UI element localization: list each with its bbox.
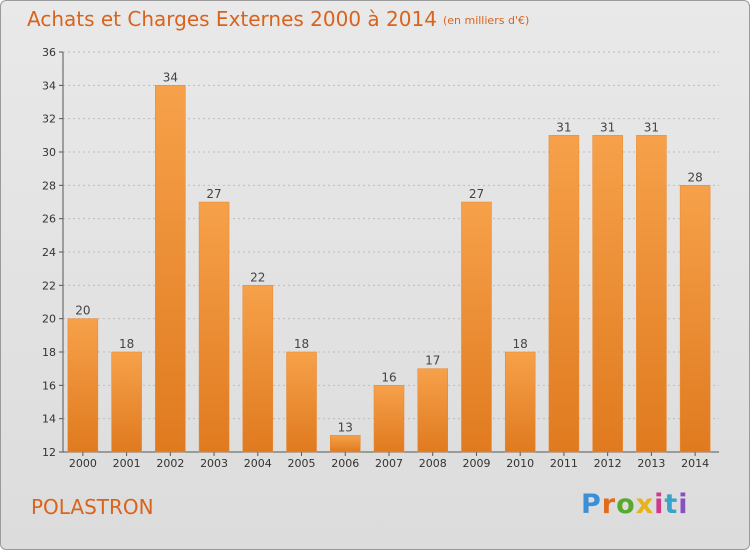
bar-2008 (417, 368, 448, 453)
bar-2006 (330, 435, 361, 453)
y-tick-label: 28 (42, 179, 56, 192)
bar-2002 (155, 85, 186, 453)
x-tick-label-2004: 2004 (244, 457, 272, 470)
y-tick-label: 30 (42, 146, 56, 159)
y-tick-label: 26 (42, 213, 56, 226)
y-tick-label: 24 (42, 246, 56, 259)
x-tick-label-2002: 2002 (156, 457, 184, 470)
x-tick-label-2001: 2001 (113, 457, 141, 470)
bar-2005 (286, 351, 317, 453)
bars (67, 85, 711, 453)
bar-2011 (548, 135, 580, 453)
value-label-2003: 27 (206, 187, 221, 201)
bar-2014 (679, 185, 711, 453)
bar-2000 (67, 318, 99, 453)
town-name: POLASTRON (31, 495, 154, 519)
value-label-2009: 27 (469, 187, 484, 201)
y-tick-label: 18 (42, 346, 56, 359)
x-tick-label-2006: 2006 (331, 457, 359, 470)
value-label-2010: 18 (513, 337, 528, 351)
value-label-2002: 34 (163, 70, 178, 84)
value-label-2012: 31 (600, 120, 615, 134)
x-tick-label-2014: 2014 (681, 457, 709, 470)
bar-2004 (242, 285, 274, 453)
value-label-2006: 13 (338, 420, 353, 434)
value-label-2000: 20 (75, 304, 90, 318)
chart-unit: (en milliers d'€) (442, 14, 530, 27)
value-label-2013: 31 (644, 120, 659, 134)
value-label-2007: 16 (381, 370, 396, 384)
bar-2010 (504, 351, 536, 453)
bar-2012 (592, 135, 623, 453)
y-tick-label: 22 (42, 279, 56, 292)
y-tick-label: 20 (42, 313, 56, 326)
x-tick-label-2000: 2000 (69, 457, 97, 470)
y-tick-label: 16 (42, 379, 56, 392)
y-tick-label: 32 (42, 113, 56, 126)
value-label-2004: 22 (250, 270, 265, 284)
bar-2003 (198, 201, 230, 453)
chart-title: Achats et Charges Externes 2000 à 2014 (e… (27, 7, 529, 31)
bar-2007 (373, 385, 405, 453)
y-tick-label: 12 (42, 446, 56, 459)
y-tick-label: 36 (42, 46, 56, 59)
bar-2013 (636, 135, 667, 453)
proxiti-logo: Proxiti (581, 489, 689, 520)
value-label-2001: 18 (119, 337, 134, 351)
x-tick-label-2009: 2009 (462, 457, 490, 470)
chart-title-text: Achats et Charges Externes 2000 à 2014 (27, 7, 437, 31)
x-tick-label-2010: 2010 (506, 457, 534, 470)
x-tick-label-2005: 2005 (288, 457, 316, 470)
x-tick-label-2003: 2003 (200, 457, 228, 470)
x-tick-label-2013: 2013 (637, 457, 665, 470)
value-label-2014: 28 (687, 170, 702, 184)
x-tick-label-2011: 2011 (550, 457, 578, 470)
y-tick-label: 34 (42, 79, 56, 92)
bar-2001 (111, 351, 142, 453)
bar-2009 (461, 201, 492, 453)
data-labels: 20 18 34 27 22 18 13 16 17 27 18 31 31 31 28 (75, 70, 703, 434)
x-tick-label-2012: 2012 (594, 457, 622, 470)
y-tick-label: 14 (42, 413, 56, 426)
x-tick-label-2007: 2007 (375, 457, 403, 470)
value-label-2005: 18 (294, 337, 309, 351)
value-label-2011: 31 (556, 120, 571, 134)
value-label-2008: 17 (425, 354, 440, 368)
x-tick-label-2008: 2008 (419, 457, 447, 470)
